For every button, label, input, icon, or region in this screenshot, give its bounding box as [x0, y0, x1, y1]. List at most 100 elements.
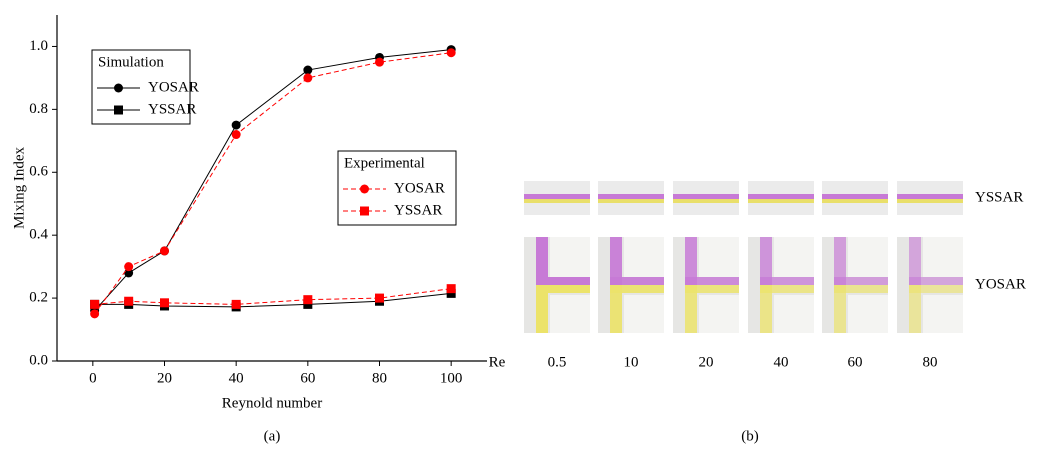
- marker: [124, 268, 134, 278]
- inner-wall: [774, 237, 814, 277]
- yellow-stream: [524, 199, 590, 203]
- inner-wall: [550, 295, 590, 333]
- purple-stream: [909, 277, 963, 285]
- purple-stream: [524, 194, 590, 199]
- x-tick-label: 0: [89, 370, 97, 386]
- marker: [231, 120, 241, 130]
- purple-stream: [536, 277, 590, 285]
- yellow-stream: [897, 199, 963, 203]
- x-tick-label: 80: [372, 370, 387, 386]
- marker: [124, 262, 134, 272]
- yellow-stream: [834, 285, 846, 333]
- marker: [90, 299, 100, 309]
- re-value: 60: [848, 354, 863, 370]
- yosar-image: [822, 237, 888, 333]
- legend-box: [337, 150, 457, 226]
- yssar-image: [673, 181, 739, 215]
- x-tick-label: 100: [440, 370, 463, 386]
- series-line: [94, 292, 452, 308]
- re-value: 20: [699, 354, 714, 370]
- purple-stream: [760, 237, 772, 285]
- row-label: YSSAR: [975, 189, 1023, 205]
- yellow-stream: [760, 285, 814, 293]
- purple-stream: [610, 237, 622, 285]
- re-value: 10: [624, 354, 639, 370]
- marker: [231, 130, 241, 140]
- yssar-image: [524, 181, 590, 215]
- row-label: YOSAR: [975, 276, 1026, 292]
- legend-marker: [360, 184, 369, 194]
- y-tick-label: 1.0: [29, 38, 48, 54]
- purple-stream: [685, 237, 697, 285]
- yosar-image: [673, 237, 739, 333]
- x-tick-label: 60: [300, 370, 315, 386]
- re-value: 40: [774, 354, 789, 370]
- purple-stream: [760, 277, 814, 285]
- inner-wall: [774, 295, 814, 333]
- marker: [446, 48, 456, 58]
- purple-stream: [897, 194, 963, 199]
- purple-stream: [822, 194, 888, 199]
- inner-wall: [699, 295, 739, 333]
- inner-wall: [848, 237, 888, 277]
- legend-marker: [360, 206, 369, 216]
- legend-label: YOSAR: [148, 79, 199, 95]
- purple-stream: [834, 277, 888, 285]
- re-value: 0.5: [548, 354, 567, 370]
- yosar-image: [748, 237, 814, 333]
- purple-stream: [673, 194, 739, 199]
- y-tick-label: 0.6: [29, 164, 48, 180]
- yosar-image: [897, 237, 963, 333]
- marker: [375, 57, 384, 67]
- inner-wall: [550, 237, 590, 277]
- y-tick-label: 0.0: [29, 352, 48, 368]
- caption-a: (a): [264, 428, 281, 444]
- yssar-image: [897, 181, 963, 215]
- yellow-stream: [610, 285, 664, 293]
- inner-wall: [699, 237, 739, 277]
- marker: [375, 293, 384, 303]
- legend-label: YSSAR: [394, 202, 442, 218]
- yssar-image: [822, 181, 888, 215]
- marker: [303, 295, 313, 305]
- yssar-image: [748, 181, 814, 215]
- purple-stream: [685, 277, 739, 285]
- legend-marker: [114, 83, 123, 93]
- legend-title: Simulation: [98, 54, 164, 70]
- legend-title: Experimental: [344, 155, 425, 171]
- y-tick-label: 0.2: [29, 290, 48, 306]
- marker: [303, 299, 313, 309]
- purple-stream: [748, 194, 814, 199]
- yellow-stream: [685, 285, 739, 293]
- yellow-stream: [834, 285, 888, 293]
- marker: [160, 246, 169, 256]
- y-axis-label: Mixing Index: [11, 146, 27, 229]
- purple-stream: [610, 277, 664, 285]
- purple-stream: [598, 194, 664, 199]
- yellow-stream: [822, 199, 888, 203]
- y-tick-label: 0.8: [29, 101, 48, 117]
- inner-wall: [624, 237, 664, 277]
- marker: [90, 309, 100, 319]
- purple-stream: [909, 237, 921, 285]
- yssar-image: [598, 181, 664, 215]
- marker: [303, 65, 313, 75]
- inner-wall: [923, 295, 963, 333]
- yellow-stream: [673, 199, 739, 203]
- legend-label: YOSAR: [394, 180, 445, 196]
- x-tick-label: 20: [157, 370, 172, 386]
- re-value: 80: [923, 354, 938, 370]
- yellow-stream: [909, 285, 963, 293]
- series-line: [94, 288, 452, 305]
- yellow-stream: [760, 285, 772, 333]
- yellow-stream: [610, 285, 622, 333]
- yosar-image: [524, 237, 590, 333]
- yellow-stream: [685, 285, 697, 333]
- marker: [124, 296, 134, 306]
- yellow-stream: [536, 285, 548, 333]
- y-tick-label: 0.4: [29, 227, 48, 243]
- yellow-stream: [909, 285, 921, 333]
- yellow-stream: [536, 285, 590, 293]
- inner-wall: [848, 295, 888, 333]
